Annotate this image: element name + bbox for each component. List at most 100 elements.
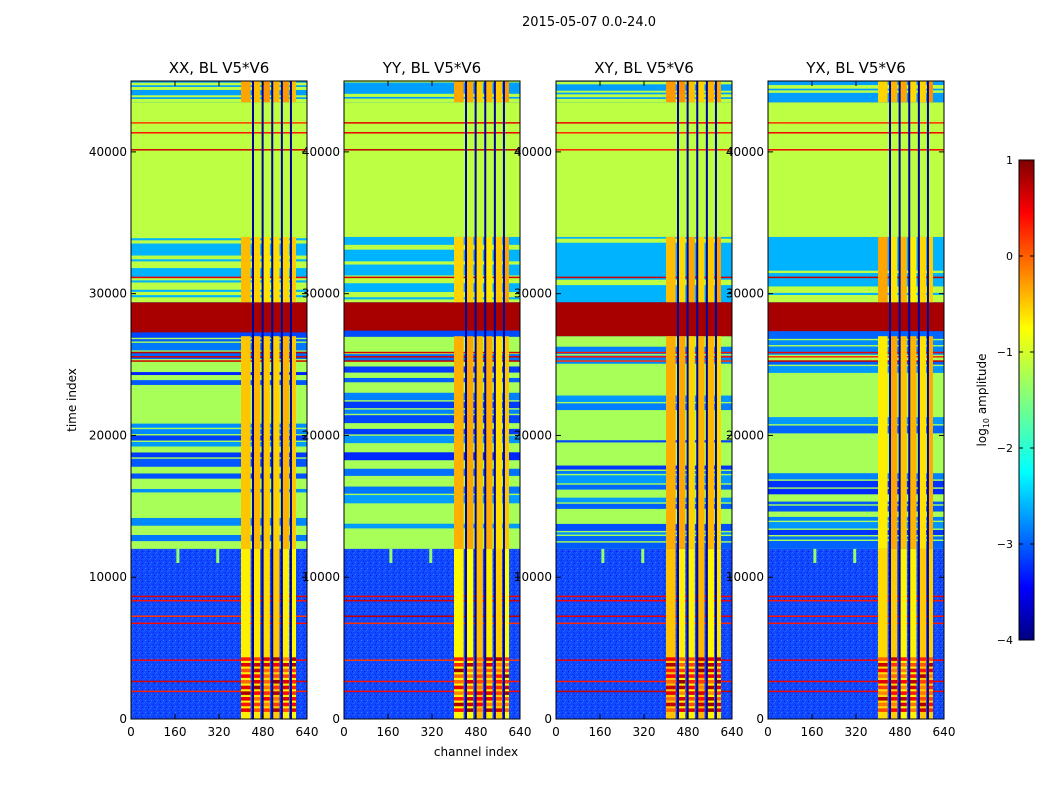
- hot-spot: [878, 657, 888, 661]
- heatmap-row: [344, 452, 520, 461]
- hot-spot: [707, 680, 715, 684]
- hot-spot: [272, 657, 280, 661]
- x-tick-label: 0: [127, 725, 135, 739]
- flag-line: [344, 356, 520, 358]
- heatmap-row: [131, 452, 307, 458]
- hot-spot: [290, 691, 296, 695]
- hot-spot: [466, 657, 474, 661]
- channel-band: [466, 548, 474, 719]
- channel-band: [290, 236, 296, 303]
- channel-band: [919, 81, 927, 103]
- heatmap-row: [768, 331, 944, 339]
- channel-band: [707, 81, 715, 103]
- hot-spot: [272, 708, 280, 712]
- rfi-spike: [176, 548, 180, 564]
- hot-spot: [466, 702, 474, 707]
- heatmap-row: [131, 282, 307, 290]
- hot-spot: [919, 685, 927, 690]
- channel-band: [900, 548, 907, 719]
- channel-gap: [908, 81, 911, 719]
- hot-spot: [678, 702, 686, 707]
- flag-line: [344, 680, 520, 683]
- hot-spot: [272, 685, 280, 690]
- hot-spot: [697, 680, 705, 684]
- hot-spot: [927, 668, 933, 673]
- colorbar-tick-label: −1: [997, 346, 1013, 359]
- hot-spot: [253, 685, 261, 690]
- channel-band: [715, 336, 721, 549]
- heatmap-row: [556, 484, 732, 490]
- heatmap-row: [344, 98, 520, 103]
- hot-spot: [900, 685, 907, 690]
- channel-band: [485, 548, 493, 719]
- hot-spot: [495, 708, 503, 712]
- heatmap-region: [768, 102, 944, 237]
- channel-band: [263, 81, 270, 103]
- y-tick-label: 0: [756, 712, 764, 726]
- x-tick-label: 480: [677, 725, 700, 739]
- hot-spot: [697, 697, 705, 701]
- heatmap-panels: XX, BL V5*V6 0 160 320 480 640 0 10000 20000 3000…: [89, 59, 956, 739]
- hot-spot: [890, 662, 898, 667]
- x-tick-label: 320: [208, 725, 231, 739]
- heatmap-region: [556, 302, 732, 337]
- heatmap-row: [344, 275, 520, 284]
- hot-spot: [476, 674, 483, 678]
- heatmap-row: [556, 395, 732, 402]
- hot-spot: [466, 680, 474, 684]
- channel-band: [263, 548, 270, 719]
- flag-line: [131, 615, 307, 618]
- channel-band: [485, 81, 493, 103]
- hot-spot: [495, 674, 503, 678]
- heatmap-row: [344, 244, 520, 250]
- panel-title: XY, BL V5*V6: [594, 59, 694, 77]
- heatmap-row: [768, 541, 944, 549]
- heatmap-row: [131, 86, 307, 90]
- flag-line: [556, 149, 732, 151]
- flag-line: [556, 356, 732, 358]
- heatmap-row: [768, 270, 944, 274]
- hot-spot: [253, 691, 261, 695]
- rfi-spike: [641, 548, 645, 564]
- hot-spot: [878, 691, 888, 695]
- hot-spot: [678, 680, 686, 684]
- heatmap-row: [131, 297, 307, 303]
- channel-band: [909, 548, 917, 719]
- hot-spot: [503, 685, 509, 690]
- hot-spot: [495, 691, 503, 695]
- flag-line: [344, 122, 520, 124]
- heatmap-row: [131, 240, 307, 244]
- hot-spot: [900, 657, 907, 661]
- channel-band: [909, 336, 917, 549]
- heatmap-row: [344, 435, 520, 444]
- x-tick-label: 640: [296, 725, 319, 739]
- flag-line: [556, 276, 732, 279]
- heatmap-row: [768, 340, 944, 346]
- hot-spot: [272, 668, 280, 673]
- channel-band: [241, 236, 251, 303]
- hot-spot: [707, 668, 715, 673]
- hot-spot: [503, 680, 509, 684]
- hot-spot: [290, 657, 296, 661]
- channel-band: [290, 336, 296, 549]
- channel-gap: [261, 81, 264, 719]
- flag-line: [131, 599, 307, 602]
- channel-band: [688, 81, 695, 103]
- heatmap-row: [131, 342, 307, 351]
- flag-line: [768, 659, 944, 661]
- y-tick-label: 40000: [726, 145, 764, 159]
- flag-line: [556, 615, 732, 618]
- heatmap-row: [131, 339, 307, 342]
- hot-spot: [282, 674, 290, 678]
- hot-spot: [503, 674, 509, 678]
- hot-spot: [282, 657, 290, 661]
- hot-spot: [909, 674, 917, 678]
- channel-band: [290, 81, 296, 103]
- channel-band: [466, 236, 474, 303]
- hot-spot: [697, 668, 705, 673]
- heatmap-row: [556, 94, 732, 98]
- hot-spot: [927, 674, 933, 678]
- channel-band: [503, 336, 509, 549]
- channel-band: [476, 81, 483, 103]
- flag-line: [556, 122, 732, 124]
